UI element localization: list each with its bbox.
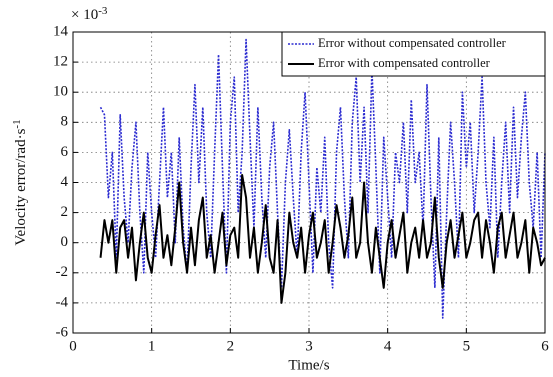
y-tick-label: 8 (61, 114, 69, 130)
y-tick-label: 12 (53, 54, 68, 70)
y-tick-label: -6 (56, 324, 69, 340)
series-line (99, 173, 546, 304)
legend-box (281, 31, 546, 77)
legend-label: Error without compensated controller (318, 36, 507, 50)
y-tick-label: 6 (61, 144, 69, 160)
legend-label: Error with compensated controller (318, 56, 491, 70)
y-tick-label: -2 (56, 264, 69, 280)
x-tick-label: 6 (541, 338, 549, 354)
y-tick-label: 0 (61, 234, 69, 250)
x-tick-label: 5 (463, 338, 471, 354)
x-tick-label: 3 (305, 338, 313, 354)
y-label-base: Velocity error/rad·s (13, 128, 29, 245)
y-tick-label: 4 (61, 174, 69, 190)
x-tick-label: 2 (227, 338, 235, 354)
y-tick-label: 10 (53, 84, 68, 100)
y-tick-label: -4 (56, 294, 69, 310)
multiplier-exponent: -3 (98, 5, 108, 17)
y-axis-label: Velocity error/rad·s-1 (11, 119, 30, 245)
x-tick-label: 1 (148, 338, 156, 354)
y-label-exponent: -1 (11, 119, 23, 128)
x-axis-label: Time/s (288, 357, 329, 373)
y-tick-label: 2 (61, 204, 69, 220)
multiplier-base: × 10 (71, 7, 98, 23)
x-tick-label: 0 (69, 338, 77, 354)
y-tick-label: 14 (53, 23, 69, 39)
y-multiplier: × 10-3 (71, 5, 108, 24)
x-tick-label: 4 (384, 338, 392, 354)
